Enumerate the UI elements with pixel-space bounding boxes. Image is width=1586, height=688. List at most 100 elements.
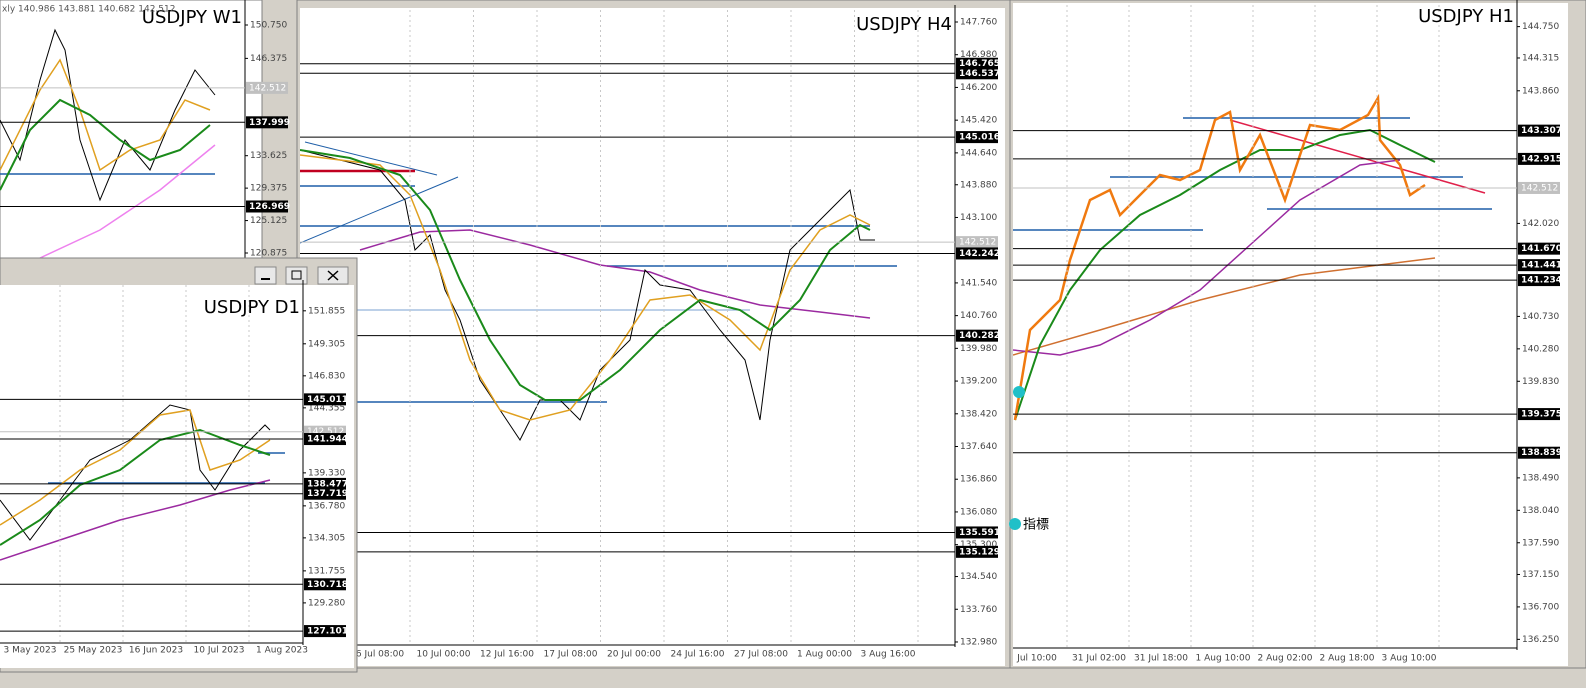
price-label: 144.750 bbox=[1522, 22, 1559, 32]
status-bar bbox=[0, 668, 1586, 688]
time-label: 10 Jul 00:00 bbox=[417, 650, 471, 660]
chart-lines bbox=[0, 28, 216, 258]
time-label: 20 Jul 00:00 bbox=[607, 650, 661, 660]
level-label: 146.537 bbox=[959, 69, 1000, 79]
level-box bbox=[956, 545, 998, 558]
chart-title: USDJPY H1 bbox=[1418, 6, 1514, 27]
level-label: 130.718 bbox=[307, 580, 348, 590]
indicator-dot bbox=[1013, 386, 1025, 398]
window-h4: USDJPY H4 147.760 146.980 146.200 145.420 144… bbox=[296, 0, 1011, 669]
price-label: 144.315 bbox=[1522, 53, 1559, 63]
current-price-label: 142.512 bbox=[249, 83, 286, 93]
current-price-box bbox=[1518, 181, 1560, 194]
level-label: 138.477 bbox=[307, 479, 348, 489]
price-label: 129.375 bbox=[250, 184, 287, 194]
level-box bbox=[1518, 274, 1560, 287]
price-label: 134.540 bbox=[960, 572, 997, 582]
indicator-label: 指標 bbox=[1023, 518, 1049, 533]
chart-lines bbox=[0, 404, 285, 561]
time-label: 2 Aug 02:00 bbox=[1258, 654, 1313, 664]
level-box bbox=[246, 116, 288, 129]
level-box bbox=[304, 625, 346, 638]
current-price-box bbox=[246, 81, 288, 94]
time-label: 10 Jul 2023 bbox=[194, 646, 245, 656]
price-label: 140.760 bbox=[960, 311, 997, 321]
price-label: 137.150 bbox=[1522, 570, 1559, 580]
level-label: 143.307 bbox=[1521, 126, 1562, 136]
level-box bbox=[956, 329, 998, 342]
level-box bbox=[1518, 242, 1560, 255]
level-label: 141.234 bbox=[1521, 276, 1562, 286]
level-label: 140.282 bbox=[959, 331, 1000, 341]
price-label: 150.750 bbox=[250, 20, 287, 30]
time-label: 3 May 2023 bbox=[4, 646, 57, 656]
level-label: 146.765 bbox=[959, 59, 1000, 69]
time-label: 12 Jul 16:00 bbox=[480, 650, 534, 660]
time-label: Jul 10:00 bbox=[1016, 654, 1057, 664]
price-label: 141.540 bbox=[960, 278, 997, 288]
price-label: 149.305 bbox=[308, 339, 345, 349]
current-price-label: 142.512 bbox=[1521, 183, 1558, 193]
price-label: 151.855 bbox=[308, 306, 345, 316]
time-label: 3 Aug 16:00 bbox=[861, 650, 916, 660]
window-d1: USDJPY D1 151.855 149.305 146.830 144.355 139… bbox=[0, 257, 358, 673]
price-label: 146.375 bbox=[250, 54, 287, 64]
current-price-label: 142.512 bbox=[959, 238, 996, 248]
price-label: 147.760 bbox=[960, 17, 997, 27]
indicator-dot bbox=[1009, 518, 1021, 530]
level-box bbox=[956, 57, 998, 70]
time-label: 1 Aug 2023 bbox=[256, 646, 308, 656]
restore-button[interactable] bbox=[285, 266, 308, 285]
level-box bbox=[1518, 124, 1560, 137]
level-box bbox=[1518, 446, 1560, 459]
price-label: 135.300 bbox=[960, 540, 997, 550]
price-label: 134.305 bbox=[308, 533, 345, 543]
level-box bbox=[956, 247, 998, 260]
price-label: 139.980 bbox=[960, 344, 997, 354]
chart-title: USDJPY D1 bbox=[204, 297, 300, 318]
price-label: 139.200 bbox=[960, 377, 997, 387]
time-label: 27 Jul 08:00 bbox=[734, 650, 788, 660]
price-label: 138.490 bbox=[1522, 473, 1559, 483]
price-label: 142.020 bbox=[1522, 219, 1559, 229]
time-label: 17 Jul 08:00 bbox=[544, 650, 598, 660]
price-label: 136.780 bbox=[308, 501, 345, 511]
level-box bbox=[956, 131, 998, 144]
price-label: 137.640 bbox=[960, 442, 997, 452]
level-label: 141.944 bbox=[307, 435, 348, 445]
price-label: 133.760 bbox=[960, 605, 997, 615]
level-label: 127.101 bbox=[307, 627, 348, 637]
level-label: 145.016 bbox=[959, 133, 1000, 143]
price-label: 131.755 bbox=[308, 566, 345, 576]
price-label: 132.980 bbox=[960, 637, 997, 647]
level-label: 141.441 bbox=[1521, 261, 1562, 271]
level-label: 139.375 bbox=[1521, 410, 1562, 420]
chart-title: USDJPY W1 bbox=[142, 7, 242, 28]
price-label: 136.250 bbox=[1522, 635, 1559, 645]
current-price-label: 142.512 bbox=[307, 427, 344, 437]
level-box bbox=[304, 487, 346, 500]
price-label: 139.830 bbox=[1522, 377, 1559, 387]
time-label: 2 Aug 18:00 bbox=[1320, 654, 1375, 664]
price-label: 143.100 bbox=[960, 213, 997, 223]
chart-title: USDJPY H4 bbox=[856, 14, 952, 35]
time-label: 6 Jul 08:00 bbox=[356, 650, 405, 660]
price-label: 143.860 bbox=[1522, 86, 1559, 96]
minimize-button[interactable] bbox=[254, 266, 277, 285]
price-label: 137.590 bbox=[1522, 538, 1559, 548]
level-label: 137.719 bbox=[307, 489, 348, 499]
time-label: 31 Jul 02:00 bbox=[1072, 654, 1126, 664]
time-label: 31 Jul 18:00 bbox=[1134, 654, 1188, 664]
price-label: 144.355 bbox=[308, 403, 345, 413]
price-label: 145.420 bbox=[960, 116, 997, 126]
price-label: 120.875 bbox=[250, 249, 287, 259]
price-label: 138.420 bbox=[960, 409, 997, 419]
level-box bbox=[1518, 259, 1560, 272]
level-box bbox=[956, 526, 998, 539]
price-label: 138.040 bbox=[1522, 506, 1559, 516]
chart-lines bbox=[300, 141, 897, 441]
window-buttons bbox=[254, 266, 349, 285]
level-box bbox=[956, 67, 998, 80]
